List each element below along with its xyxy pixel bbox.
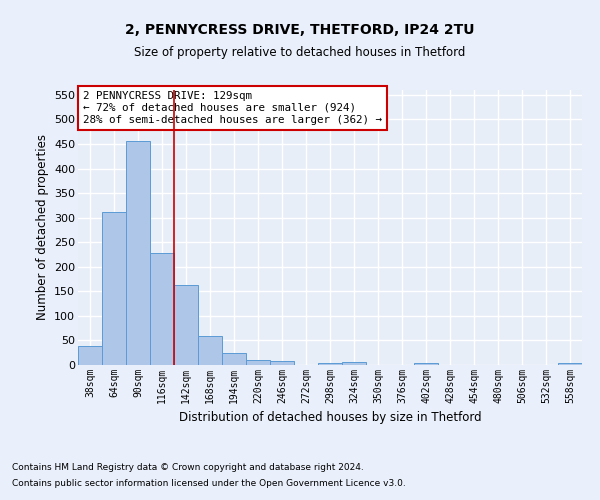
Text: 2, PENNYCRESS DRIVE, THETFORD, IP24 2TU: 2, PENNYCRESS DRIVE, THETFORD, IP24 2TU <box>125 22 475 36</box>
Bar <box>174 286 198 365</box>
Y-axis label: Number of detached properties: Number of detached properties <box>35 134 49 320</box>
Bar <box>150 253 174 365</box>
Bar <box>414 362 438 365</box>
Bar <box>558 362 582 365</box>
Bar <box>318 362 342 365</box>
Bar <box>342 362 366 365</box>
Bar <box>246 360 270 365</box>
Bar <box>126 141 150 365</box>
Bar <box>222 352 246 365</box>
Text: Size of property relative to detached houses in Thetford: Size of property relative to detached ho… <box>134 46 466 59</box>
Text: 2 PENNYCRESS DRIVE: 129sqm
← 72% of detached houses are smaller (924)
28% of sem: 2 PENNYCRESS DRIVE: 129sqm ← 72% of deta… <box>83 92 382 124</box>
Bar <box>78 346 102 365</box>
Bar <box>102 212 126 365</box>
Bar <box>198 336 222 365</box>
Text: Contains HM Land Registry data © Crown copyright and database right 2024.: Contains HM Land Registry data © Crown c… <box>12 464 364 472</box>
Text: Contains public sector information licensed under the Open Government Licence v3: Contains public sector information licen… <box>12 478 406 488</box>
X-axis label: Distribution of detached houses by size in Thetford: Distribution of detached houses by size … <box>179 412 481 424</box>
Bar <box>270 361 294 365</box>
